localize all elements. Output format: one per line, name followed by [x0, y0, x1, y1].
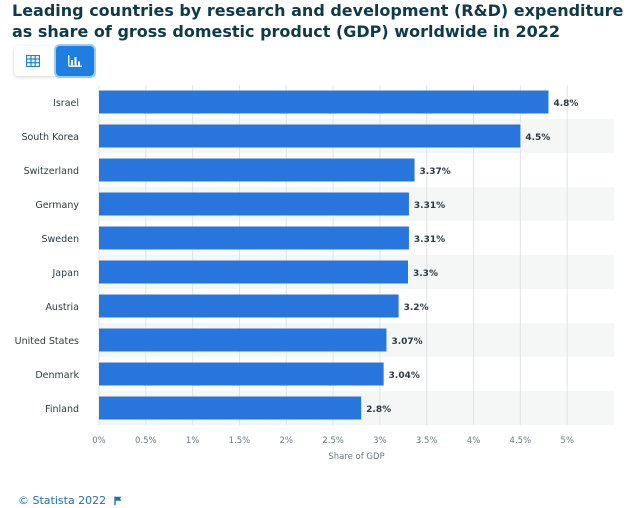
- x-tick-label: 0.5%: [135, 436, 157, 446]
- category-label: Sweden: [41, 234, 79, 245]
- category-label: United States: [15, 336, 79, 347]
- x-tick-label: 1%: [186, 436, 200, 446]
- flag-icon[interactable]: [114, 496, 122, 505]
- x-tick-label: 1.5%: [229, 436, 251, 446]
- category-label: Israel: [53, 98, 79, 109]
- value-label: 4.5%: [525, 133, 550, 143]
- bar-israel[interactable]: [99, 90, 549, 114]
- table-icon: [26, 55, 40, 67]
- x-tick-label: 3.5%: [416, 436, 438, 446]
- bar-japan[interactable]: [99, 260, 408, 284]
- bar-switzerland[interactable]: [99, 158, 415, 182]
- value-label: 2.8%: [366, 405, 391, 415]
- category-label: Denmark: [35, 370, 79, 381]
- bar-finland[interactable]: [99, 396, 362, 420]
- table-view-button[interactable]: [14, 46, 52, 76]
- category-label: Japan: [52, 268, 80, 279]
- value-label: 3.2%: [404, 303, 429, 313]
- x-tick-label: 2%: [280, 436, 294, 446]
- bar-austria[interactable]: [99, 294, 399, 318]
- x-tick-label: 5%: [560, 436, 574, 446]
- value-label: 3.37%: [420, 167, 451, 177]
- bar-chart: Israel 4.8% South Korea 4.5% Switzerland 3.37…: [15, 85, 614, 462]
- x-tick-label: 3%: [373, 436, 387, 446]
- bar-sweden[interactable]: [99, 226, 409, 250]
- chart-area: Israel 4.8% South Korea 4.5% Switzerland 3.37…: [0, 80, 640, 462]
- view-toggle: [14, 46, 94, 76]
- value-label: 4.8%: [553, 99, 578, 109]
- footer: © Statista 2022: [18, 494, 122, 507]
- bar-chart-icon: [68, 55, 82, 67]
- category-label: Switzerland: [24, 166, 79, 177]
- bar-south-korea[interactable]: [99, 124, 521, 148]
- value-label: 3.07%: [391, 337, 422, 347]
- value-label: 3.31%: [414, 201, 445, 211]
- category-label: Germany: [35, 200, 79, 211]
- x-tick-label: 4%: [467, 436, 481, 446]
- x-axis-label: Share of GDP: [328, 452, 384, 460]
- chart-view-button[interactable]: [56, 46, 94, 76]
- category-label: Finland: [45, 404, 79, 415]
- bar-germany[interactable]: [99, 192, 409, 216]
- value-label: 3.04%: [389, 371, 420, 381]
- bar-denmark[interactable]: [99, 362, 384, 386]
- category-label: South Korea: [21, 132, 79, 143]
- x-tick-label: 0%: [92, 436, 106, 446]
- category-label: Austria: [45, 302, 79, 313]
- value-label: 3.3%: [413, 269, 438, 279]
- x-tick-label: 2.5%: [322, 436, 344, 446]
- x-tick-label: 4.5%: [510, 436, 532, 446]
- copyright-link[interactable]: © Statista 2022: [18, 494, 107, 507]
- value-label: 3.31%: [414, 235, 445, 245]
- chart-title: Leading countries by research and develo…: [12, 1, 624, 41]
- bar-united-states[interactable]: [99, 328, 387, 352]
